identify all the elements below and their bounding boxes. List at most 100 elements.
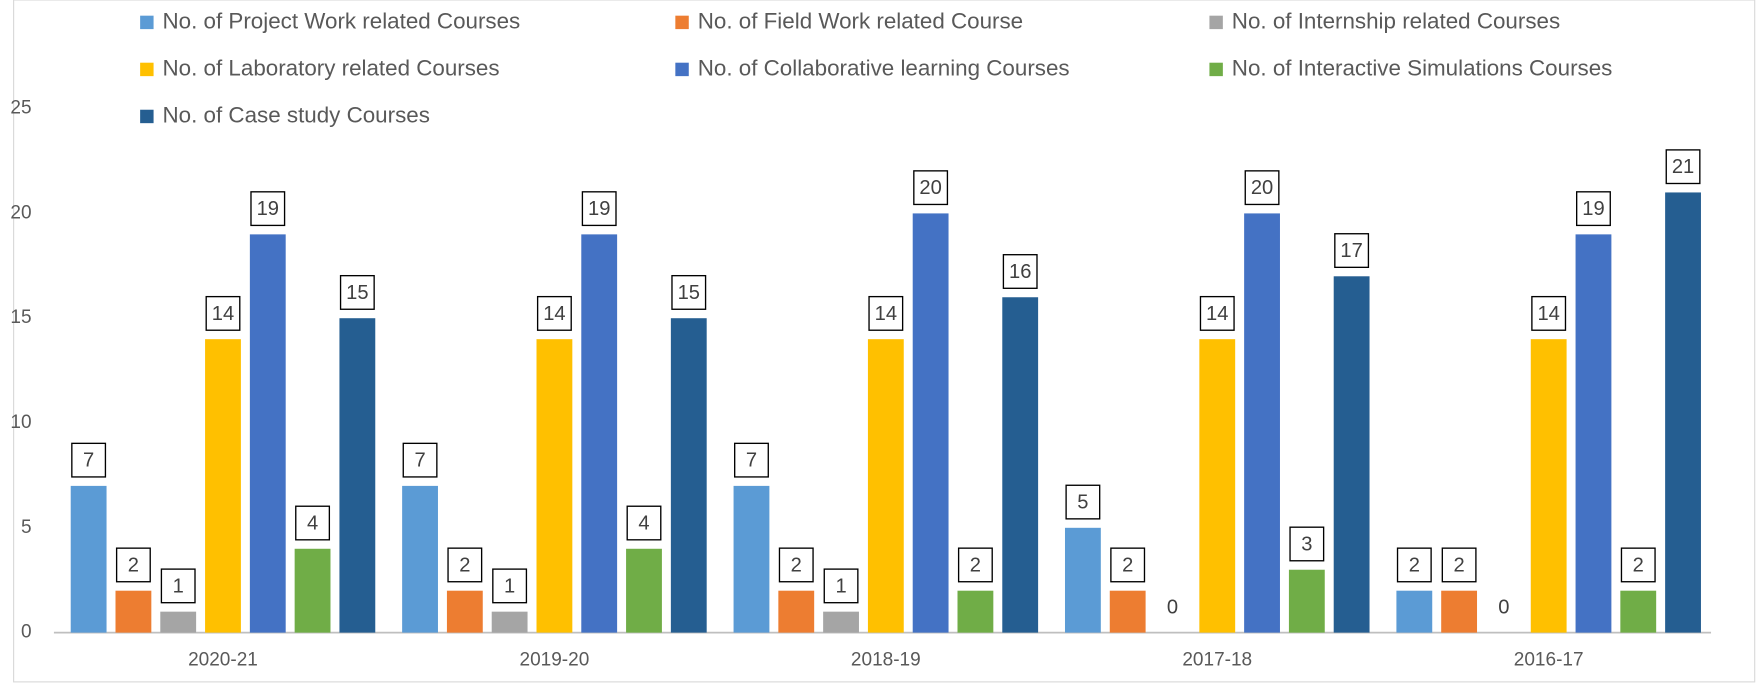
data-label: 1 [504, 575, 515, 597]
bar [1002, 297, 1039, 633]
data-label: 2 [1454, 554, 1465, 576]
bar [1333, 276, 1370, 633]
data-label: 4 [638, 512, 649, 534]
bar [912, 213, 949, 633]
legend-label: No. of Case study Courses [163, 102, 430, 127]
legend-label: No. of Interactive Simulations Courses [1232, 55, 1613, 80]
legend-label: No. of Laboratory related Courses [163, 55, 500, 80]
data-label-box [581, 191, 617, 227]
data-label-box [1665, 149, 1701, 185]
data-label: 7 [83, 450, 94, 472]
data-label: 1 [173, 575, 184, 597]
bar [778, 590, 815, 633]
data-label-box [402, 442, 438, 478]
x-tick-label: 2020-21 [188, 650, 258, 671]
bar [491, 611, 528, 633]
bar [1288, 569, 1325, 633]
y-tick-label: 0 [21, 622, 32, 643]
data-label: 0 [1498, 596, 1509, 618]
data-label-box [823, 568, 859, 604]
legend-label: No. of Internship related Courses [1232, 8, 1560, 33]
data-label: 2 [1409, 554, 1420, 576]
data-label: 19 [1582, 198, 1604, 220]
data-label: 2 [128, 554, 139, 576]
data-label: 15 [346, 282, 368, 304]
data-label-box [1441, 547, 1477, 583]
legend-swatch [1209, 15, 1223, 30]
data-label: 14 [212, 303, 234, 325]
data-label-box [868, 295, 904, 331]
data-label: 14 [543, 303, 565, 325]
data-label-box [1199, 295, 1235, 331]
bar [402, 485, 438, 633]
bar [1064, 527, 1101, 633]
y-tick-label: 20 [10, 202, 31, 223]
data-label-box [250, 191, 286, 227]
data-label: 21 [1672, 156, 1694, 178]
bar [70, 485, 107, 633]
data-label: 4 [307, 512, 318, 534]
bar [446, 590, 483, 633]
bar [626, 548, 662, 633]
data-label-box [447, 547, 483, 583]
data-label: 16 [1009, 261, 1031, 283]
legend-label: No. of Field Work related Course [698, 8, 1023, 33]
data-label-box [295, 505, 331, 541]
bar [867, 339, 904, 633]
data-label-box [913, 170, 949, 206]
y-tick-label: 10 [10, 412, 31, 433]
data-label-box [1334, 233, 1370, 269]
x-tick-label: 2019-20 [520, 650, 590, 671]
data-label: 3 [1301, 533, 1312, 555]
bar [733, 485, 770, 633]
data-label-box [1289, 526, 1325, 562]
data-label: 7 [746, 450, 757, 472]
data-label: 2 [791, 554, 802, 576]
data-label-box [1531, 295, 1567, 331]
data-label-box [1065, 484, 1101, 520]
x-tick-label: 2016-17 [1514, 650, 1584, 671]
data-label: 20 [1251, 177, 1273, 199]
legend-label: No. of Project Work related Courses [163, 8, 521, 33]
bar [1575, 234, 1612, 633]
chart-frame [13, 0, 1756, 683]
data-label: 19 [588, 198, 610, 220]
data-label-box [492, 568, 528, 604]
data-label: 2 [970, 554, 981, 576]
data-label: 1 [835, 575, 846, 597]
y-tick-label: 25 [10, 98, 31, 119]
bar [1665, 192, 1701, 633]
data-label: 14 [1537, 303, 1559, 325]
x-tick-label: 2017-18 [1182, 650, 1252, 671]
data-label-box [339, 274, 375, 310]
legend-swatch [140, 62, 154, 77]
bar [1620, 590, 1657, 633]
data-label: 14 [875, 303, 897, 325]
bar [1199, 339, 1236, 633]
bar [160, 611, 197, 633]
data-label-box [115, 547, 151, 583]
data-label-box [1002, 254, 1038, 289]
data-label: 20 [919, 177, 941, 199]
data-label-box [626, 505, 662, 541]
data-label: 0 [1167, 596, 1178, 618]
bar [294, 548, 331, 633]
data-label-box [957, 547, 993, 583]
data-label: 19 [257, 198, 279, 220]
data-label: 5 [1077, 492, 1088, 514]
y-tick-label: 15 [10, 307, 31, 328]
legend-swatch [675, 62, 689, 77]
bar [1244, 213, 1280, 633]
legend-label: No. of Collaborative learning Courses [698, 55, 1070, 80]
data-label: 7 [414, 450, 425, 472]
data-label-box [1396, 547, 1432, 583]
data-label-box [734, 442, 769, 478]
data-label-box [778, 547, 814, 583]
data-label-box [1620, 547, 1656, 583]
bar [1530, 339, 1567, 633]
data-label: 17 [1340, 240, 1362, 262]
data-label: 2 [459, 554, 470, 576]
bar [670, 318, 707, 633]
bar [823, 611, 859, 633]
